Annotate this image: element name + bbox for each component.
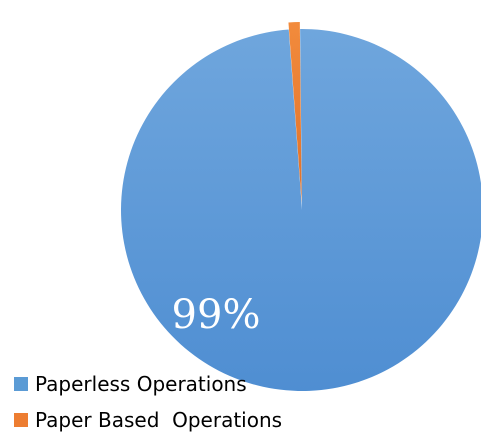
legend-item-paperless: Paperless Operations [14, 366, 282, 402]
legend-swatch-paperless [14, 377, 28, 391]
legend-item-paper-based: Paper Based Operations [14, 402, 282, 438]
pie-slice-paper-based [288, 22, 302, 204]
pie-slice-paperless [121, 29, 481, 391]
legend-swatch-paper-based [14, 413, 28, 427]
legend: Paperless Operations Paper Based Operati… [14, 366, 282, 438]
legend-label-paperless: Paperless Operations [35, 372, 247, 396]
data-label-paperless: 99% [172, 292, 261, 338]
legend-label-paper-based: Paper Based Operations [35, 408, 283, 432]
